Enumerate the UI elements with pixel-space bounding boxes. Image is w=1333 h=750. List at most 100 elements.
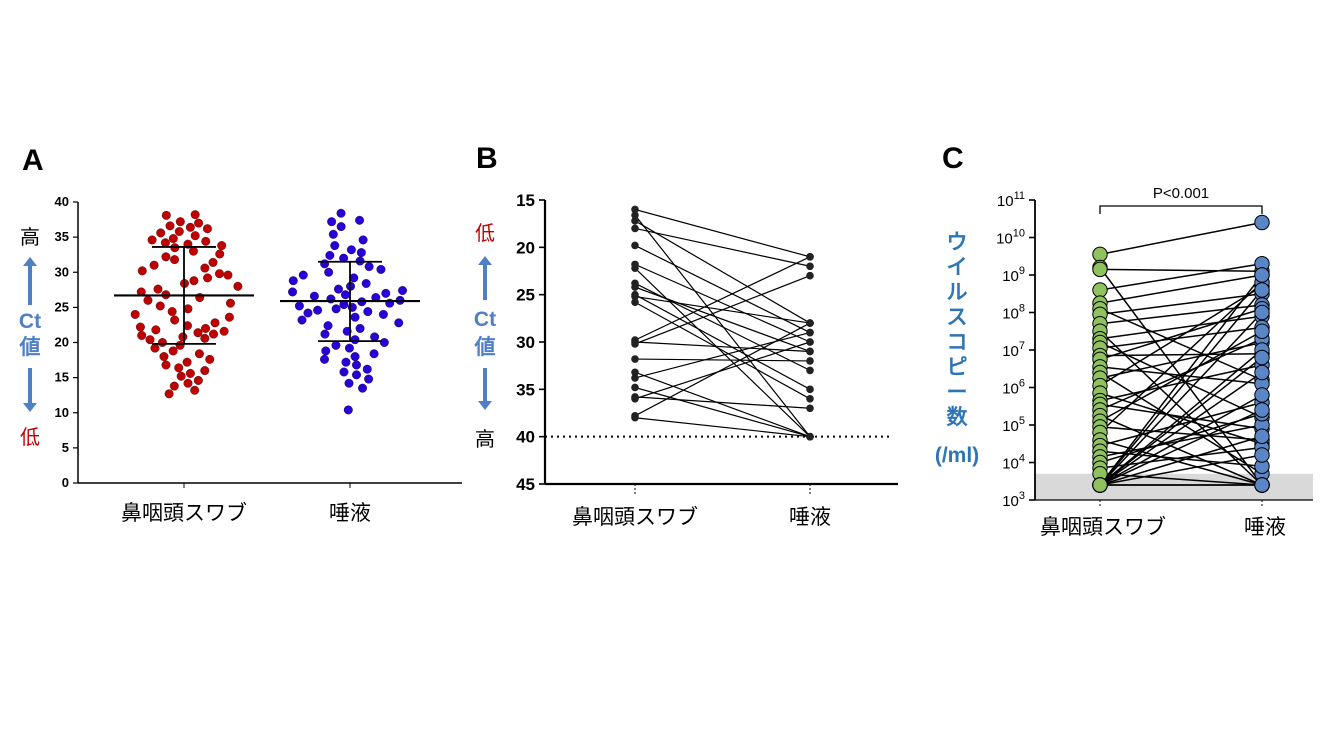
panel-a-data-point bbox=[331, 304, 341, 314]
panel-a-down-arrow bbox=[23, 368, 37, 412]
panel-b-swab-point bbox=[631, 224, 639, 233]
panel-c-pair-line bbox=[1099, 426, 1263, 441]
panel-a-annotation-ct: Ct bbox=[19, 310, 41, 333]
panel-b-swab-point bbox=[631, 374, 639, 382]
panel-a-data-point bbox=[330, 241, 340, 251]
panel-b-y-tick-label: 15 bbox=[516, 191, 535, 210]
panel-a-data-point bbox=[350, 312, 360, 322]
panel-b-annotation-ct: Ct bbox=[474, 308, 496, 331]
panel-b-saliva-point bbox=[806, 271, 814, 280]
panel-a-data-point bbox=[137, 331, 147, 340]
panel-a-annotation-value: 値 bbox=[19, 335, 41, 359]
panel-a-data-point bbox=[343, 405, 353, 415]
panel-b-pair-line bbox=[634, 244, 811, 334]
panel-b-pair-line bbox=[634, 396, 811, 409]
panel-b-pair-line bbox=[634, 214, 811, 438]
panel-c-y-label-char: ス bbox=[947, 306, 968, 329]
panel-a-data-point bbox=[336, 208, 346, 218]
panel-c-saliva-point bbox=[1254, 364, 1270, 381]
panel-a-data-point bbox=[164, 389, 174, 399]
panel-c-pair-line bbox=[1099, 356, 1263, 486]
panel-a-data-point bbox=[224, 312, 234, 322]
panel-a-data-point bbox=[288, 287, 297, 297]
panel-a-data-point bbox=[168, 234, 178, 243]
panel-a-up-arrow bbox=[23, 257, 37, 305]
panel-a-data-point bbox=[170, 315, 180, 325]
panel-a-data-point bbox=[168, 346, 178, 356]
panel-b-pair-line bbox=[634, 256, 811, 341]
panel-c-pair-line bbox=[1099, 330, 1263, 422]
panel-a-data-point bbox=[320, 329, 330, 339]
panel-a-data-point bbox=[161, 252, 171, 262]
panel-c-x-tick-label: 鼻咽頭スワブ bbox=[1040, 515, 1166, 539]
panel-b-swab-point bbox=[631, 264, 639, 272]
panel-c-pair-line bbox=[1099, 326, 1263, 349]
panel-b-pair-line bbox=[634, 286, 811, 353]
panel-c-pair-line bbox=[1099, 289, 1263, 486]
panel-a-data-point bbox=[352, 370, 361, 380]
panel-a-data-point bbox=[398, 286, 407, 295]
panel-b-pair-line bbox=[634, 341, 811, 400]
panel-b-swab-point bbox=[631, 355, 639, 363]
panel-a-data-point bbox=[155, 301, 165, 311]
panel-a-data-point bbox=[157, 338, 167, 347]
panel-b-y-tick-label: 40 bbox=[516, 428, 535, 447]
panel-c-pair-line bbox=[1099, 473, 1263, 486]
panel-a-data-point bbox=[321, 346, 331, 356]
panel-b-y-tick-label: 20 bbox=[516, 238, 535, 257]
panel-a-data-point bbox=[298, 270, 308, 280]
panel-c-y-tick-label: 106 bbox=[1002, 378, 1025, 398]
panel-b-annotation-value: 値 bbox=[474, 335, 496, 359]
panel-c-pair-line bbox=[1099, 308, 1263, 361]
panel-c-pair-line bbox=[1099, 454, 1263, 486]
panel-c-pair-line bbox=[1099, 341, 1263, 379]
panel-c-pair-line bbox=[1099, 274, 1263, 304]
panel-b-pair-line bbox=[634, 358, 811, 362]
panel-a-data-point bbox=[151, 325, 161, 335]
panel-a-data-point bbox=[346, 245, 356, 255]
panel-b-up-arrow bbox=[478, 256, 492, 300]
panel-b-pair-line bbox=[634, 417, 811, 438]
panel-a-data-point bbox=[394, 318, 404, 328]
panel-b-y-tick-label: 30 bbox=[516, 333, 535, 352]
panel-a-data-point bbox=[288, 276, 298, 286]
panel-label-b: B bbox=[476, 142, 498, 175]
panel-a-data-point bbox=[208, 257, 218, 267]
panel-b-swab-point bbox=[631, 217, 639, 225]
panel-c-pair-line bbox=[1099, 293, 1263, 316]
panel-c-y-label-char: ル bbox=[947, 281, 968, 304]
panel-a-data-point bbox=[175, 340, 185, 350]
panel-a-data-point bbox=[355, 215, 365, 225]
panel-a-data-point bbox=[344, 343, 354, 353]
panel-c-pair-line bbox=[1099, 353, 1263, 357]
panel-b-pair-line bbox=[634, 263, 811, 343]
panel-a-data-point bbox=[320, 259, 330, 269]
panel-c-saliva-point bbox=[1254, 267, 1270, 283]
panel-c-detection-band bbox=[1035, 473, 1313, 500]
panel-b-down-arrow-head bbox=[478, 401, 492, 410]
panel-a-data-point bbox=[200, 366, 210, 376]
panel-b-annotation-high: 高 bbox=[475, 427, 495, 451]
panel-a-data-point bbox=[215, 269, 224, 279]
panel-a-data-point bbox=[219, 326, 229, 336]
panel-b-swab-point bbox=[631, 241, 639, 250]
panel-a-data-point bbox=[339, 367, 349, 377]
panel-a-data-point bbox=[149, 260, 159, 270]
panel-label-c: C bbox=[942, 142, 964, 175]
panel-b-saliva-point bbox=[806, 252, 814, 261]
panel-label-a: A bbox=[22, 144, 44, 177]
panel-a-data-point bbox=[358, 383, 367, 393]
panel-c-pair-line bbox=[1099, 435, 1263, 486]
panel-c-swab-point bbox=[1092, 261, 1108, 278]
panel-b-pair-line bbox=[634, 341, 811, 353]
panel-b-saliva-point bbox=[806, 328, 814, 337]
panel-a-data-point bbox=[225, 298, 235, 308]
panel-a-data-point bbox=[381, 288, 391, 298]
panel-a-data-point bbox=[313, 305, 323, 315]
panel-a-data-point bbox=[174, 363, 184, 373]
panel-c-saliva-point bbox=[1254, 402, 1270, 418]
panel-b-pair-line bbox=[634, 275, 811, 345]
panel-a-y-tick-label: 35 bbox=[55, 229, 69, 244]
panel-b-swab-point bbox=[631, 368, 639, 377]
